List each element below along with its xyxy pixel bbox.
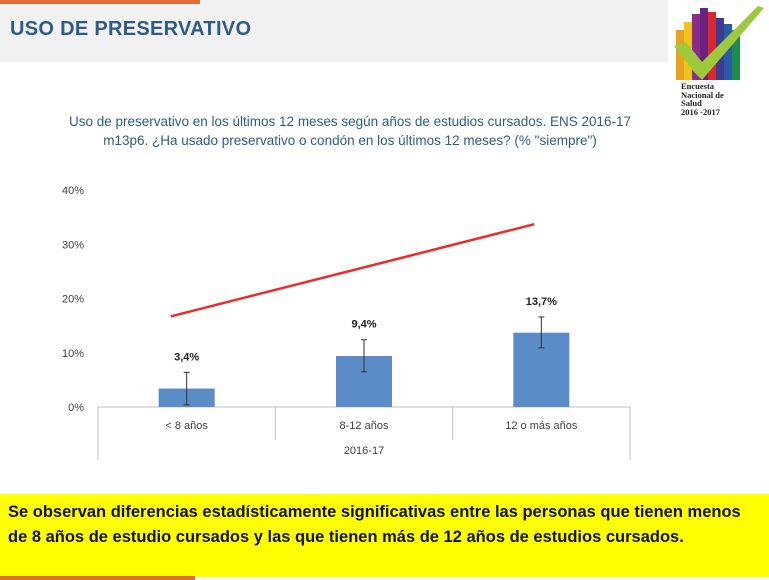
y-tick-label: 30% <box>62 239 84 251</box>
x-tick-label: 12 o más años <box>505 420 578 432</box>
ens-logo <box>674 6 764 80</box>
page-title: USO DE PRESERVATIVO <box>10 18 252 40</box>
data-label: 9,4% <box>351 319 376 331</box>
trend-line <box>170 222 535 318</box>
top-accent-bar <box>0 0 200 4</box>
data-label: 3,4% <box>174 351 199 363</box>
bottom-accent-bar <box>0 576 195 580</box>
logo-text: Encuesta Nacional de Salud 2016 -2017 <box>681 82 724 116</box>
chart-title-line2: m13p6. ¿Ha usado preservativo o condón e… <box>103 133 597 148</box>
logo-line: Salud <box>681 98 702 108</box>
y-tick-label: 20% <box>62 294 84 306</box>
y-tick-label: 40% <box>62 185 84 197</box>
y-tick-label: 0% <box>68 402 84 414</box>
logo-line: Encuesta <box>681 81 715 91</box>
data-label: 13,7% <box>526 296 557 308</box>
logo-line: 2016 -2017 <box>681 106 720 117</box>
x-tick-label: < 8 años <box>165 420 208 432</box>
note-box: Se observan diferencias estadísticamente… <box>0 494 769 577</box>
chart-title-line1: Uso de preservativo en los últimos 12 me… <box>68 114 632 129</box>
y-tick-label: 10% <box>62 348 84 360</box>
header-band <box>0 0 668 62</box>
bar-chart: 0% 10% 20% 30% 40% 3,4% < 8 años 9,4% 8-12 años 1… <box>62 185 631 460</box>
logo-line: Nacional de <box>681 89 724 100</box>
note-text: Se observan diferencias estadísticamente… <box>8 503 741 546</box>
x-tick-label: 8-12 años <box>340 420 389 432</box>
x-axis-label: 2016-17 <box>344 445 384 457</box>
